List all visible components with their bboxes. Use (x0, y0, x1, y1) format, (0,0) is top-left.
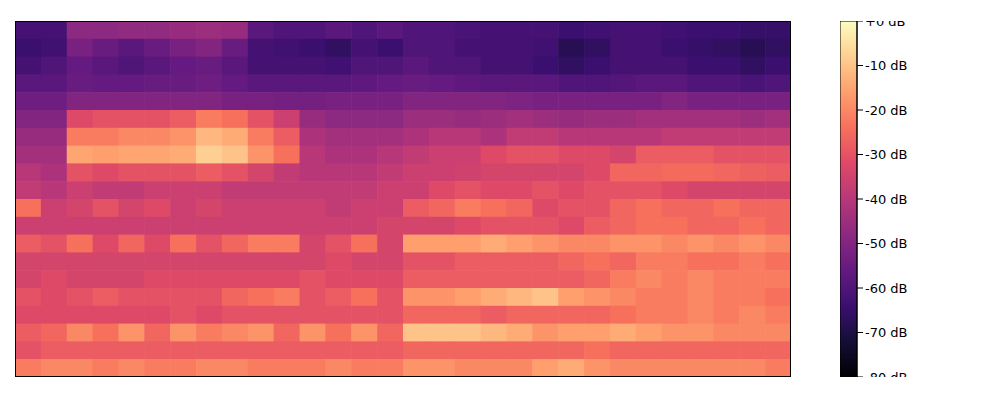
svg-text:-50 dB: -50 dB (865, 236, 908, 251)
svg-text:+0 dB: +0 dB (865, 21, 905, 29)
svg-text:-40 dB: -40 dB (865, 192, 908, 207)
svg-text:-80 dB: -80 dB (865, 370, 908, 377)
svg-text:-20 dB: -20 dB (865, 103, 908, 118)
svg-text:-30 dB: -30 dB (865, 147, 908, 162)
svg-text:-10 dB: -10 dB (865, 58, 908, 73)
svg-text:-70 dB: -70 dB (865, 325, 908, 340)
svg-text:-60 dB: -60 dB (865, 281, 908, 296)
